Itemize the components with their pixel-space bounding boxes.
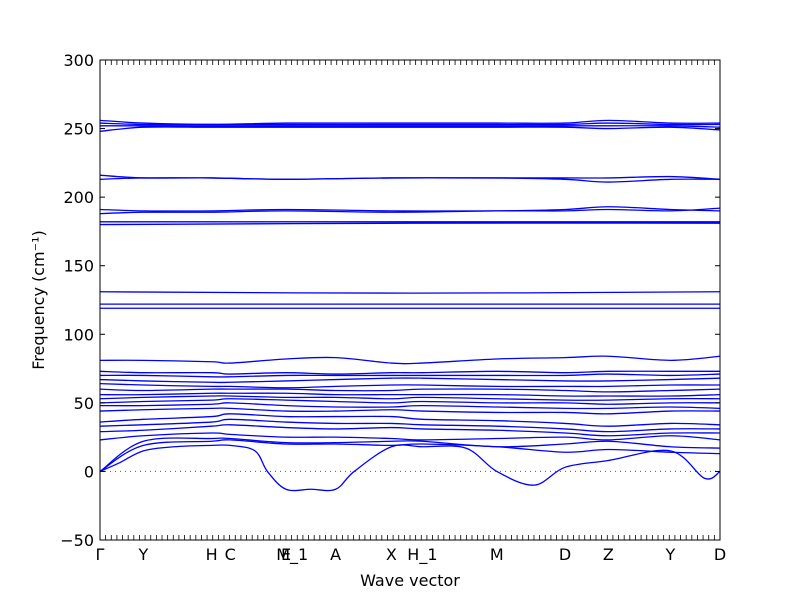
y-tick-label: 150 xyxy=(63,257,94,276)
band-line-16 xyxy=(99,373,721,378)
y-tick-label: 100 xyxy=(63,325,94,344)
band-line-9 xyxy=(99,402,721,410)
band-line-11 xyxy=(99,395,721,401)
x-tick-label: A xyxy=(330,545,341,564)
x-axis: Γ Y H C EM_1 A X H_1 M D Z Y D xyxy=(96,60,726,565)
band-line-27 xyxy=(99,174,721,180)
band-line-22 xyxy=(99,222,721,226)
band-line-15 xyxy=(99,377,721,384)
x-tick-label: C xyxy=(225,545,236,564)
band-line-3 xyxy=(99,437,721,472)
band-line-25 xyxy=(99,206,721,212)
band-line-8 xyxy=(99,407,721,415)
band-line-4 xyxy=(99,432,721,441)
x-axis-label: Wave vector xyxy=(360,571,460,590)
band-line-24 xyxy=(99,207,721,215)
band-line-6 xyxy=(99,418,721,433)
band-line-2 xyxy=(99,439,721,472)
x-tick-label: D xyxy=(714,545,726,564)
band-line-29 xyxy=(100,125,721,128)
band-line-28 xyxy=(99,126,721,132)
y-tick-label: 300 xyxy=(63,51,94,70)
x-tick-label: Z xyxy=(603,545,614,564)
x-tick-label: Γ xyxy=(96,545,105,564)
plot-area xyxy=(99,119,721,492)
band-line-18 xyxy=(99,355,721,365)
x-tick-label: M xyxy=(490,545,504,564)
x-tick-label: M_1 xyxy=(276,545,308,565)
band-line-13 xyxy=(99,388,721,393)
y-axis: −50 0 50 100 150 200 250 300 xyxy=(60,51,720,550)
y-tick-label: 250 xyxy=(63,120,94,139)
y-axis-label: Frequency (cm⁻¹) xyxy=(29,230,48,369)
band-line-31 xyxy=(99,119,721,126)
band-line-7 xyxy=(99,413,721,427)
y-tick-label: 0 xyxy=(84,462,94,481)
x-tick-label: H xyxy=(206,545,218,564)
x-tick-label: Y xyxy=(665,545,676,564)
band-line-12 xyxy=(99,392,721,397)
x-tick-label: H_1 xyxy=(407,545,437,565)
x-tick-label: Y xyxy=(138,545,149,564)
y-tick-label: 50 xyxy=(74,394,94,413)
band-line-1 xyxy=(99,444,721,492)
band-line-5 xyxy=(99,424,721,437)
band-line-21 xyxy=(99,291,721,294)
band-line-10 xyxy=(99,398,721,405)
y-tick-label: 200 xyxy=(63,188,94,207)
band-line-17 xyxy=(99,370,720,375)
x-tick-label: X xyxy=(386,545,397,564)
axes-frame xyxy=(99,59,721,541)
band-line-14 xyxy=(99,383,721,389)
x-tick-label: D xyxy=(559,545,571,564)
x-tick-label: E xyxy=(281,545,291,564)
y-tick-label: −50 xyxy=(60,531,94,550)
